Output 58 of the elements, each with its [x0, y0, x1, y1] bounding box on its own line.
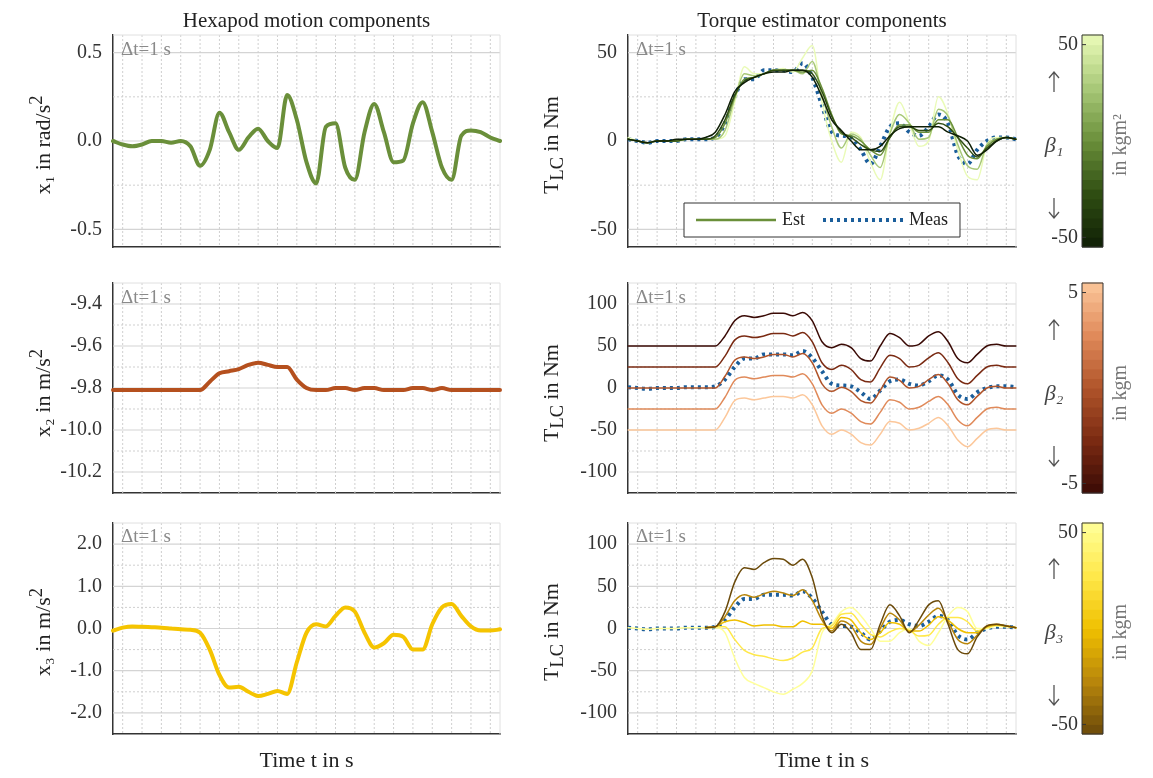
y-tick-label: 0.0 — [77, 615, 102, 638]
color-bar-label: 50 — [1058, 31, 1078, 54]
y-tick-label: -50 — [590, 417, 617, 440]
annotation: Δt=1 s — [121, 286, 171, 308]
line-series — [111, 360, 502, 393]
line-series — [111, 602, 502, 699]
y-tick-label: -50 — [590, 216, 617, 239]
annotation: Δt=1 s — [636, 525, 686, 547]
y-tick-label: -50 — [590, 657, 617, 680]
text: in kgm — [1107, 363, 1132, 424]
y-tick-label: -10.0 — [60, 417, 102, 440]
y-tick-label: -100 — [580, 459, 617, 482]
color-bar-label: 50 — [1058, 519, 1078, 542]
y-tick-label: -2.0 — [70, 700, 102, 723]
y-tick-label: -9.6 — [70, 333, 102, 356]
x-axis-title: Time t in s — [258, 746, 355, 774]
line-series — [627, 311, 1017, 364]
legend-label: Meas — [909, 208, 949, 229]
y-tick-label: 2.0 — [77, 531, 102, 554]
color-bar-label: -50 — [1051, 224, 1078, 247]
line-series — [627, 372, 1017, 427]
color-bar-label: -50 — [1051, 711, 1078, 734]
line-series — [627, 393, 1017, 448]
y-tick-label: 100 — [587, 291, 617, 314]
text: in kgm — [1107, 602, 1132, 663]
color-bar-title: β₁ — [1043, 131, 1065, 159]
y-tick-label: -9.8 — [70, 375, 102, 398]
color-bar-label: 5 — [1068, 279, 1078, 302]
y-tick-label: -100 — [580, 700, 617, 723]
line-series — [111, 93, 502, 186]
annotation: Δt=1 s — [121, 38, 171, 60]
y-tick-label: 50 — [597, 573, 617, 596]
y-tick-label: 50 — [597, 39, 617, 62]
y-tick-label: 1.0 — [77, 573, 102, 596]
y-tick-label: -10.2 — [60, 459, 102, 482]
y-tick-label: 0 — [607, 375, 617, 398]
y-tick-label: 0.5 — [77, 39, 102, 62]
y-tick-label: 100 — [587, 531, 617, 554]
x-axis-title: Time t in s — [774, 746, 870, 774]
annotation: Δt=1 s — [636, 286, 686, 308]
color-bar-title: β₃ — [1043, 618, 1065, 646]
annotation: Δt=1 s — [121, 525, 171, 547]
color-bar-label: -5 — [1061, 470, 1078, 493]
y-tick-label: -9.4 — [70, 291, 102, 314]
color-bar-title: β₂ — [1043, 379, 1065, 407]
y-tick-label: -1.0 — [70, 657, 102, 680]
y-tick-label: 0.0 — [77, 128, 102, 151]
chart-title: Hexapod motion components — [181, 8, 432, 32]
y-tick-label: -0.5 — [70, 216, 102, 239]
legend-label: Est — [782, 208, 806, 229]
line-series — [704, 557, 1017, 655]
chart-title: Torque estimator components — [696, 8, 948, 32]
line-series — [627, 331, 1017, 385]
y-tick-label: 50 — [597, 333, 617, 356]
y-tick-label: 0 — [607, 615, 617, 638]
y-tick-label: 0 — [607, 128, 617, 151]
annotation: Δt=1 s — [636, 38, 686, 60]
text: in kgm² — [1107, 112, 1132, 179]
